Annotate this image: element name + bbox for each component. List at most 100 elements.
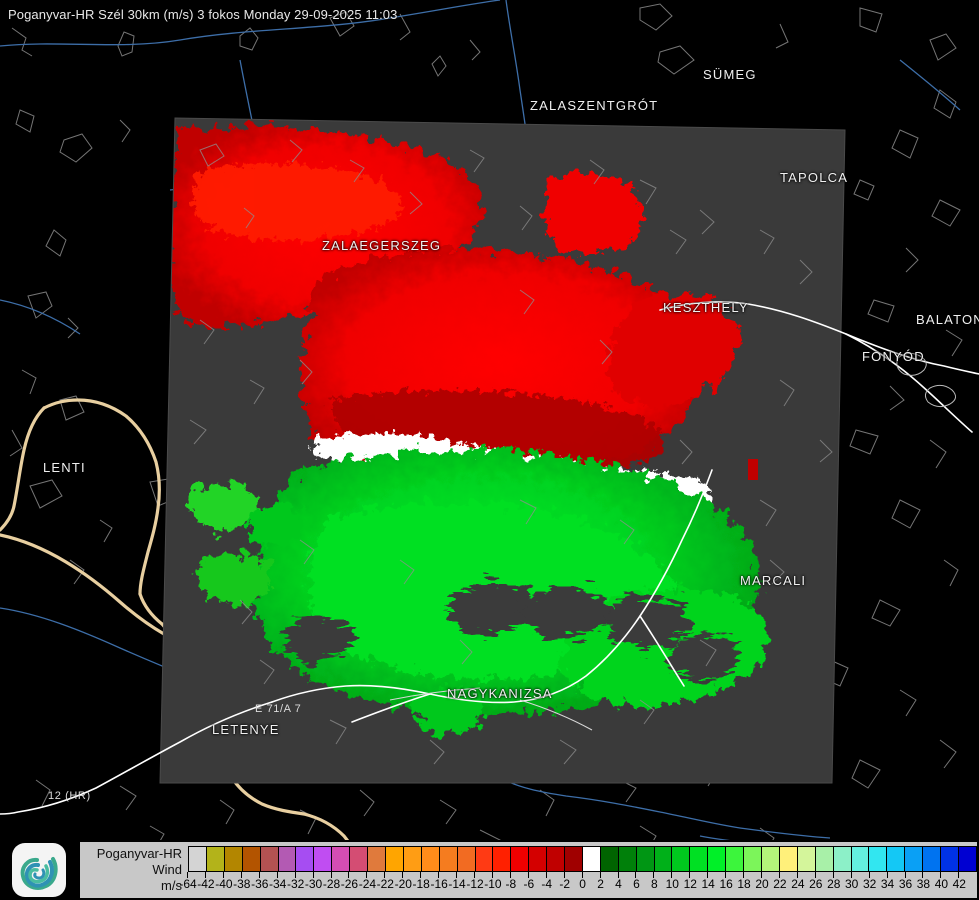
tick-mark (868, 872, 870, 878)
colorbar-swatch-25 (636, 847, 655, 871)
colorbar-tick-5: -34 (269, 872, 296, 896)
colorbar-tick-34: 24 (791, 872, 816, 896)
tick-label: -64 (179, 877, 197, 891)
colorbar-tick-1: -42 (197, 872, 224, 896)
tick-label: 34 (880, 877, 895, 891)
colorbar-swatch-3 (242, 847, 261, 871)
colorbar-tick-29: 14 (702, 872, 726, 896)
colorbar-swatch-19 (529, 847, 548, 871)
colorbar-tick-35: 26 (809, 872, 834, 896)
colorbar-tick-38: 32 (863, 872, 888, 896)
colorbar-tick-6: -32 (287, 872, 314, 896)
colorbar-ticks: -64 -42 -40 -38 -36 -34 -32 -30 -28 -26 -24 -22 -20-… (179, 872, 977, 896)
colorbar-swatch-2 (224, 847, 243, 871)
tick-mark (545, 872, 547, 878)
colorbar-swatch-33 (779, 847, 798, 871)
colorbar-swatch-36 (833, 847, 852, 871)
place-label-zalaszentgrót: ZALASZENTGRÓT (530, 98, 659, 113)
colorbar-swatch-29 (708, 847, 727, 871)
tick-mark (761, 872, 762, 878)
colorbar-tick-21: -2 (559, 872, 583, 896)
colorbar-tick-24: 4 (615, 872, 637, 896)
tick-label: -2 (559, 877, 571, 891)
colorbar-swatch-14 (439, 847, 458, 871)
tick-label: -38 (233, 877, 251, 891)
colorbar-swatch-40 (905, 847, 924, 871)
colorbar-tick-13: -18 (413, 872, 439, 896)
inner-terrain-outlines (189, 139, 833, 765)
green-gaps (284, 583, 739, 680)
tick-mark (886, 872, 888, 878)
colorbar-swatch-13 (421, 847, 440, 871)
place-label-marcali: MARCALI (740, 573, 807, 588)
place-label-balatonbo: BALATONBO (916, 312, 979, 327)
radar-echo-layer (160, 118, 845, 783)
colorbar-tick-7: -30 (305, 872, 332, 896)
colorbar-swatch-18 (511, 847, 530, 871)
tick-label: -18 (412, 877, 430, 891)
colorbar-swatch-6 (296, 847, 315, 871)
tick-mark (904, 872, 906, 878)
page-title: Poganyvar-HR Szél 30km (m/s) 3 fokos Mon… (8, 7, 398, 22)
tick-label: 28 (827, 877, 841, 891)
colorbar-tick-14: -16 (430, 872, 457, 896)
tick-mark (832, 872, 834, 878)
tick-mark (671, 872, 673, 878)
tick-label: -36 (251, 877, 269, 891)
colorbar-swatch-10 (368, 847, 386, 871)
colorbar-tick-18: -8 (506, 872, 529, 896)
tick-label: 20 (755, 877, 769, 891)
colorbar-swatch-30 (726, 847, 745, 871)
tick-label: -4 (541, 877, 553, 891)
colorbar-tick-9: -26 (341, 872, 367, 896)
tick-label: -26 (340, 877, 359, 891)
tick-mark (402, 872, 404, 878)
tick-label: -16 (430, 877, 448, 891)
tick-mark (330, 872, 332, 878)
place-label-keszthely: KESZTHELY (663, 300, 749, 315)
road-label-1: 12 (HR) (48, 790, 91, 802)
tick-label: 32 (862, 877, 877, 891)
tick-label: 16 (719, 877, 733, 891)
tick-label: 4 (615, 877, 622, 891)
colorbar-swatch-37 (851, 847, 870, 871)
colorbar-swatch-43 (958, 847, 976, 871)
tick-mark (725, 872, 727, 878)
tick-label: -14 (448, 877, 466, 891)
colorbar-swatch-0 (189, 847, 207, 871)
colorbar-tick-22: 0 (579, 872, 601, 896)
tick-label: -30 (304, 877, 323, 891)
swirl-logo-icon (20, 857, 58, 890)
tick-label: -42 (197, 877, 215, 891)
tick-mark (958, 872, 960, 878)
legend-quantity: Wind (152, 862, 182, 877)
place-label-lenti: LENTI (43, 460, 86, 475)
colorbar-legend: Poganyvar-HR Wind m/s -64 -42 -40 -38 -36 -34… (78, 840, 979, 900)
tick-mark (240, 872, 242, 878)
colorbar-swatch-24 (618, 847, 637, 871)
tick-mark (707, 872, 709, 878)
isolated-red-cell (748, 459, 758, 480)
swirl-logo[interactable] (12, 843, 66, 897)
colorbar-tick-10: -24 (359, 872, 385, 896)
tick-label: -32 (286, 877, 305, 891)
tick-mark (689, 872, 691, 878)
primary-roads-white (0, 301, 979, 815)
tick-label: 10 (665, 877, 679, 891)
colorbar-swatch-11 (385, 847, 404, 871)
colorbar-swatch-41 (923, 847, 942, 871)
tick-label: -12 (466, 877, 484, 891)
colorbar-tick-19: -6 (523, 872, 547, 896)
colorbar-swatch-34 (797, 847, 816, 871)
colorbar-tick-27: 10 (666, 872, 690, 896)
colorbar-tick-17: -10 (484, 872, 511, 896)
tick-mark (527, 872, 529, 878)
colorbar-tick-25: 6 (633, 872, 654, 896)
tick-label: 22 (773, 877, 787, 891)
tick-mark (778, 872, 780, 878)
secondary-roads (389, 687, 593, 731)
tick-mark (743, 872, 745, 878)
